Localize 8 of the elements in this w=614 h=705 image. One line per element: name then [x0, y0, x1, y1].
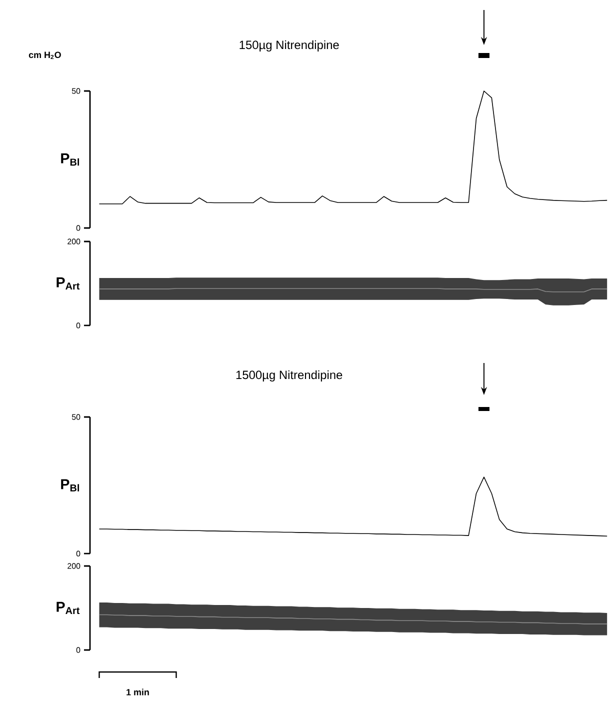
- y-axis-title: P$_{Art}$: [56, 602, 80, 614]
- y-axis-title: P$_{Art}$: [56, 277, 80, 290]
- y-axis-title: P$_{Bl}$: [61, 153, 79, 166]
- chart-title: 150µg Nitrendipine: [240, 40, 339, 52]
- text: 1 min: [126, 688, 149, 696]
- chart-title: 1500µg Nitrendipine: [236, 370, 342, 382]
- y-axis-title: P$_{Bl}$: [61, 479, 79, 492]
- text: cm H$_{2}$O: [28, 52, 61, 60]
